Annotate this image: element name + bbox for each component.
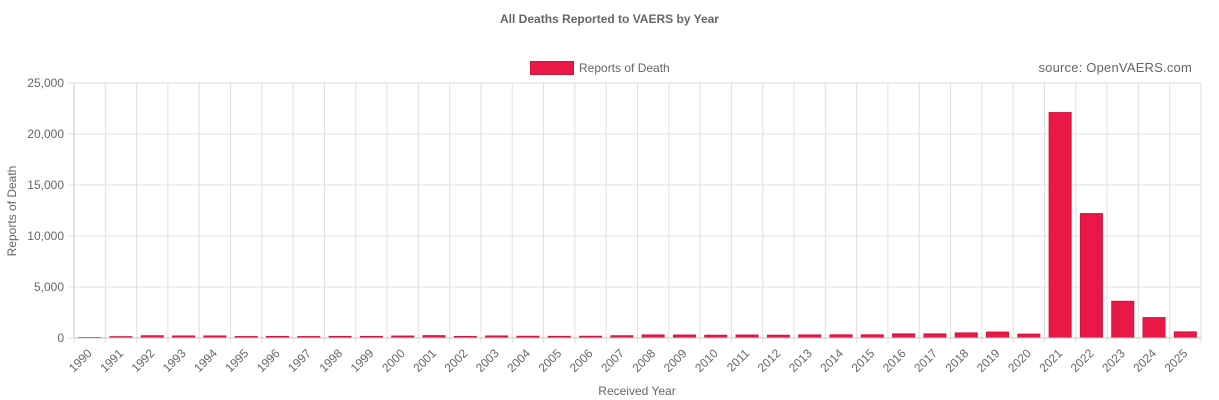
bar-2025[interactable]: [1173, 331, 1197, 339]
x-tick-label: 2013: [786, 346, 815, 375]
x-tick-label: 2002: [442, 346, 471, 375]
grid-layer: [68, 82, 1202, 343]
x-tick-label: 1990: [66, 346, 95, 375]
x-tick-label: 2023: [1099, 346, 1128, 375]
y-tick-label: 25,000: [27, 76, 64, 90]
x-tick-label: 2001: [410, 346, 439, 375]
bar-2016[interactable]: [892, 333, 916, 339]
x-tick-label: 2020: [1005, 346, 1034, 375]
bar-2020[interactable]: [1017, 333, 1041, 339]
bar-2024[interactable]: [1142, 317, 1166, 339]
x-tick-label: 2014: [817, 346, 846, 375]
x-tick-label: 1993: [160, 346, 189, 375]
x-tick-label: 1992: [129, 346, 158, 375]
x-tick-label: 2000: [379, 346, 408, 375]
y-tick-label: 5,000: [34, 280, 64, 294]
y-tick-label: 15,000: [27, 178, 64, 192]
x-tick-label: 2004: [504, 346, 533, 375]
legend-swatch: [530, 61, 574, 75]
x-tick-label: 2016: [880, 346, 909, 375]
x-axis-label: Received Year: [598, 384, 675, 398]
x-tick-label: 2017: [911, 346, 940, 375]
x-tick-label: 1994: [191, 346, 220, 375]
x-tick-label: 2024: [1130, 346, 1159, 375]
bar-2019[interactable]: [986, 331, 1010, 339]
bar-2021[interactable]: [1048, 112, 1072, 339]
x-tick-label: 1999: [348, 346, 377, 375]
legend-label: Reports of Death: [579, 61, 670, 75]
x-tick-label: 2021: [1036, 346, 1065, 375]
x-tick-label: 2006: [567, 346, 596, 375]
x-tick-label: 2007: [598, 346, 627, 375]
x-tick-label: 2015: [849, 346, 878, 375]
bars-layer: [78, 112, 1197, 339]
bar-2017[interactable]: [923, 333, 947, 339]
x-tick-label: 2012: [755, 346, 784, 375]
x-tick-label: 1997: [285, 346, 314, 375]
bar-2023[interactable]: [1111, 300, 1135, 339]
y-axis-label: Reports of Death: [5, 166, 19, 257]
chart-title: All Deaths Reported to VAERS by Year: [500, 12, 719, 26]
x-tick-label: 2003: [473, 346, 502, 375]
x-tick-label: 1996: [254, 346, 283, 375]
y-tick-label: 0: [57, 331, 64, 345]
y-tick-label: 20,000: [27, 127, 64, 141]
x-tick-label: 2011: [724, 346, 752, 374]
x-tick-label: 2019: [974, 346, 1003, 375]
x-tick-label: 2008: [629, 346, 658, 375]
x-tick-label: 2009: [661, 346, 690, 375]
legend[interactable]: Reports of Death: [530, 60, 670, 76]
x-tick-label: 1991: [97, 346, 126, 375]
x-tick-label: 2025: [1162, 346, 1191, 375]
x-tick-label: 2018: [943, 346, 972, 375]
x-tick-label: 2010: [692, 346, 721, 375]
x-tick-label: 2005: [536, 346, 565, 375]
x-tick-label: 1995: [223, 346, 252, 375]
x-tick-label: 2022: [1068, 346, 1097, 375]
x-tick-label: 1998: [316, 346, 345, 375]
bar-2022[interactable]: [1079, 213, 1103, 339]
y-tick-label: 10,000: [27, 229, 64, 243]
bar-2018[interactable]: [954, 332, 978, 339]
source-note: source: OpenVAERS.com: [1038, 60, 1192, 75]
